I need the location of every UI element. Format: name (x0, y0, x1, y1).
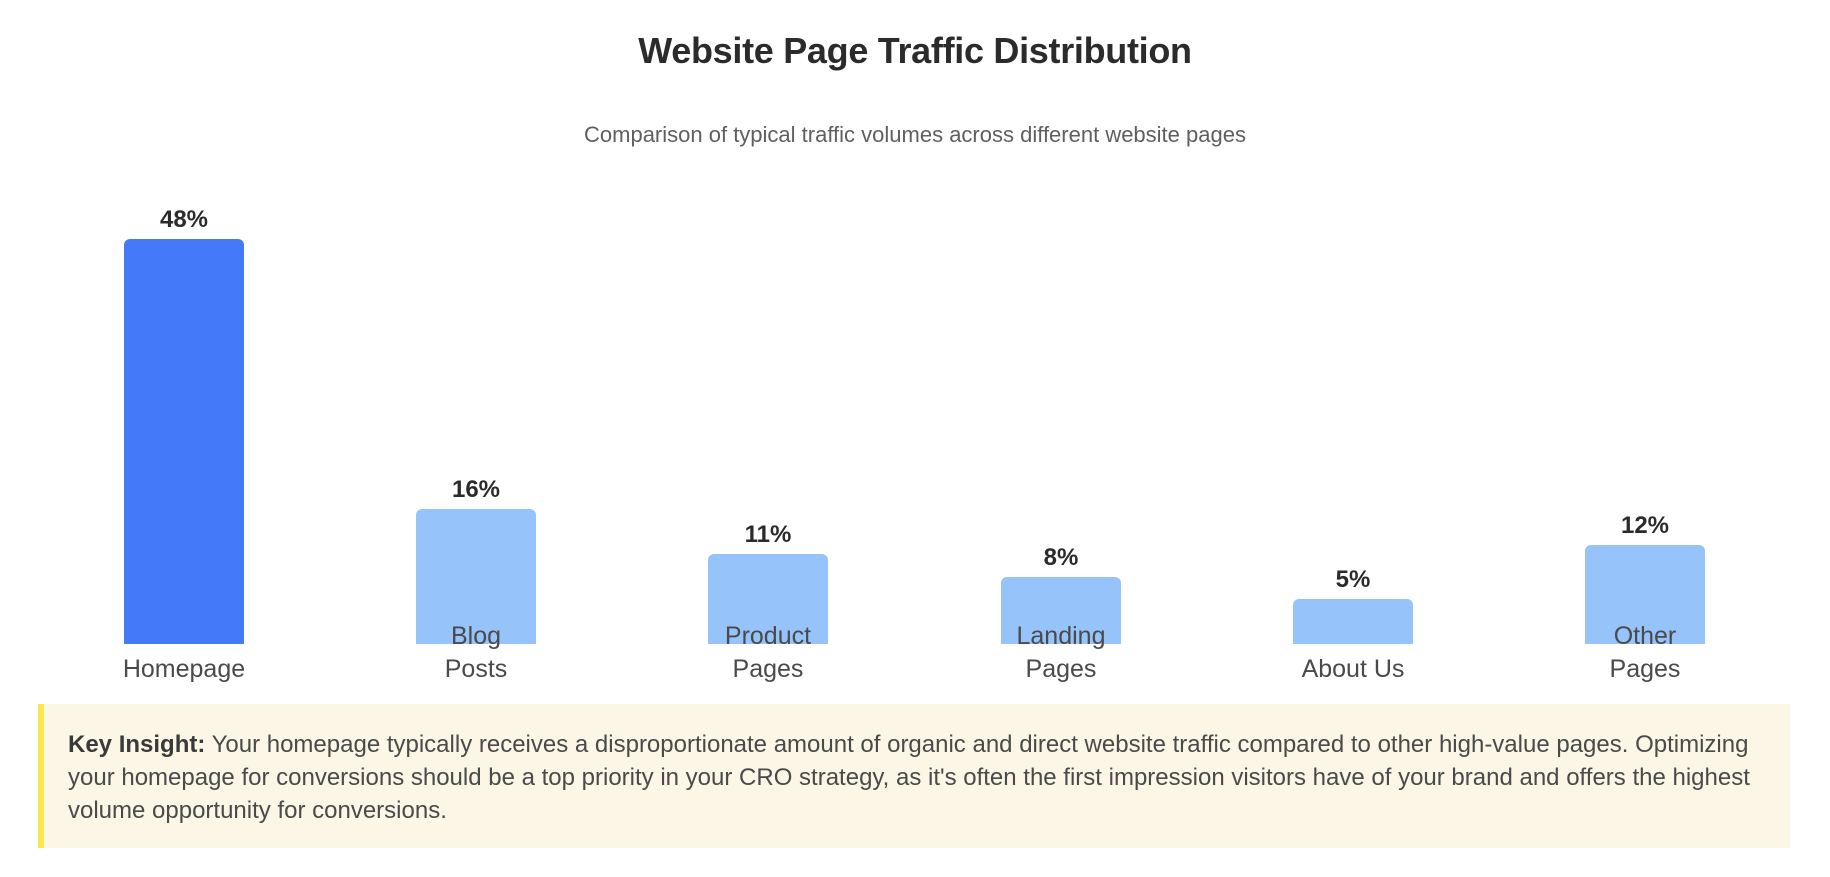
bar-label-line: Pages (732, 655, 804, 683)
bar-landing-pages[interactable] (1001, 577, 1121, 644)
bar-label-line: Blog (450, 622, 502, 650)
bar-value: 11% (744, 521, 792, 548)
bar-value: 5% (1335, 566, 1371, 593)
bar-value: 48% (159, 206, 209, 233)
insight-text: Your homepage typically receives a dispr… (68, 731, 1750, 824)
bar-label-line: Other (1613, 622, 1677, 650)
bar-homepage[interactable] (124, 239, 244, 644)
bar-label-line: Pages (1609, 655, 1681, 683)
bar-label: Other Pages (1525, 620, 1765, 686)
bar-product-pages[interactable] (708, 554, 828, 644)
bar-value: 12% (1620, 512, 1670, 539)
bar-label: Homepage (64, 653, 304, 686)
bar-chart: 48% Homepage 16% Blog Posts 11% Product … (64, 206, 1765, 686)
bar-other-pages[interactable] (1585, 545, 1705, 644)
bar-value: 16% (451, 476, 501, 503)
bar-label-line: Pages (1025, 655, 1097, 683)
bar-label-line: Homepage (122, 655, 246, 683)
bar-label: Product Pages (648, 620, 888, 686)
bar-about-us[interactable] (1293, 599, 1413, 644)
bar-blog-posts[interactable] (416, 509, 536, 644)
bar-label: Landing Pages (941, 620, 1181, 686)
bar-label-line: Landing (1016, 622, 1106, 650)
bar-value: 8% (1043, 544, 1079, 571)
chart-subtitle: Comparison of typical traffic volumes ac… (584, 122, 1246, 147)
insight-heading: Key Insight: (68, 731, 206, 758)
bar-label: Blog Posts (356, 620, 596, 686)
chart-title: Website Page Traffic Distribution (638, 30, 1192, 71)
bar-label-line: Posts (444, 655, 508, 683)
bar-label-line: About Us (1301, 655, 1405, 683)
key-insight-box: Key Insight: Your homepage typically rec… (38, 704, 1790, 848)
bar-label: About Us (1233, 653, 1473, 686)
bar-label-line: Product (724, 622, 812, 650)
